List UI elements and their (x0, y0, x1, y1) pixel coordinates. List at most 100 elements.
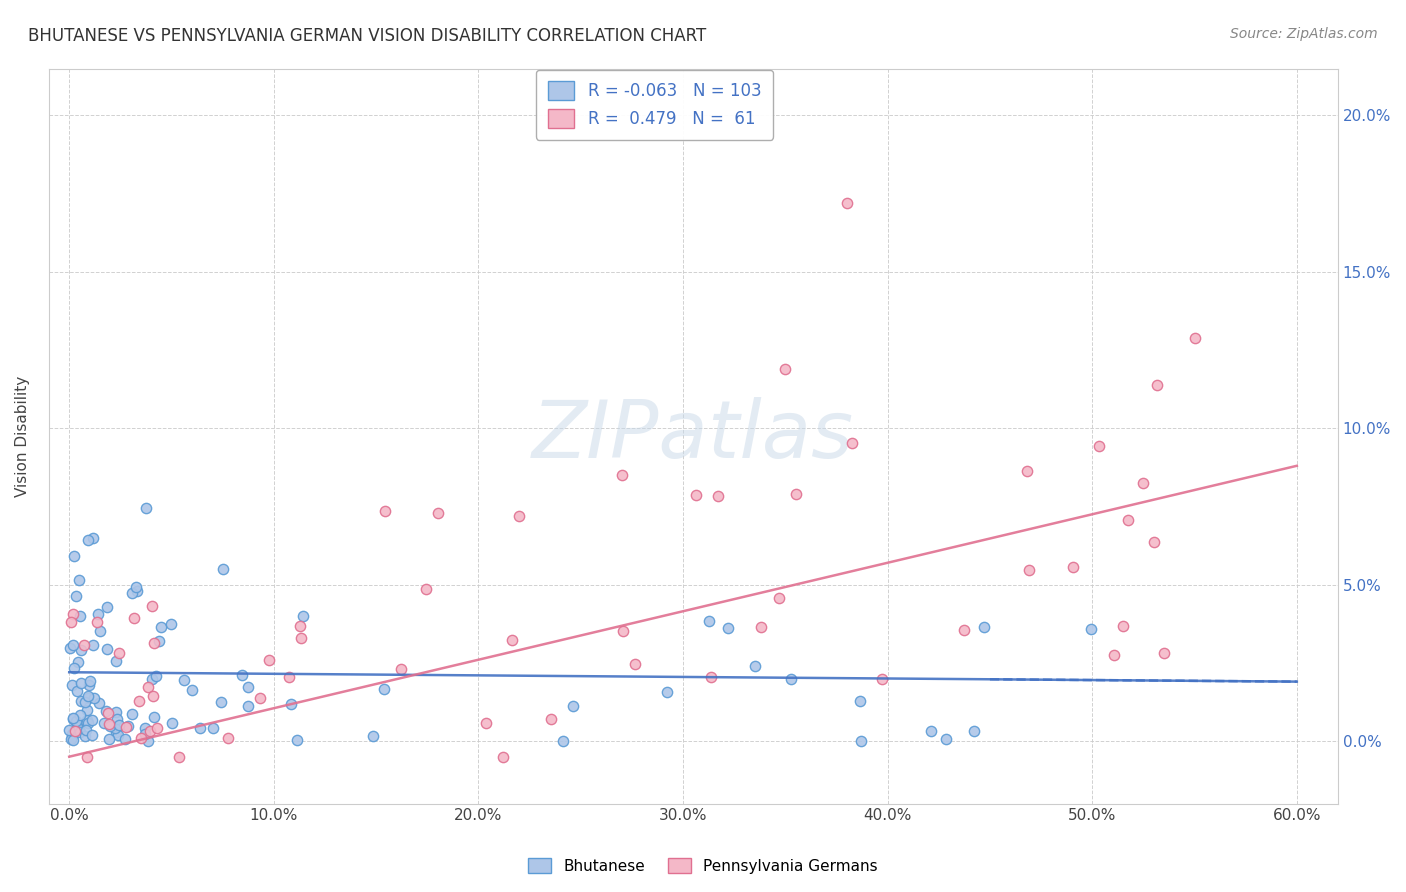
Point (1146, 377, 1168, 392)
Point (1184, 330, 1206, 344)
Point (540, 712, 562, 726)
Point (707, 490, 730, 504)
Point (82, 531, 104, 545)
Point (70, 642, 93, 657)
Point (125, 583, 148, 598)
Point (1112, 619, 1135, 633)
Point (76, 690, 98, 705)
Point (374, 503, 396, 517)
Point (59, 641, 82, 656)
Point (749, 620, 772, 634)
Point (76, 713, 98, 727)
Text: ZIPatlas: ZIPatlas (533, 397, 855, 475)
Point (145, 669, 167, 683)
Point (835, 196, 858, 211)
Point (1132, 476, 1154, 491)
Point (697, 614, 720, 628)
Point (1080, 622, 1102, 636)
Point (841, 435, 863, 450)
Point (60, 678, 83, 692)
Point (142, 636, 165, 650)
Point (280, 697, 302, 711)
Point (231, 668, 253, 682)
Point (141, 599, 163, 613)
Point (59, 731, 82, 746)
Point (491, 749, 513, 764)
Point (209, 695, 232, 709)
Point (108, 718, 131, 732)
Point (98, 717, 121, 731)
Point (69, 608, 91, 623)
Point (82, 639, 104, 653)
Point (870, 672, 893, 686)
Point (122, 610, 145, 624)
Point (142, 689, 165, 703)
Point (775, 361, 797, 376)
Point (285, 732, 308, 747)
Point (75, 723, 97, 737)
Legend: Bhutanese, Pennsylvania Germans: Bhutanese, Pennsylvania Germans (522, 852, 884, 880)
Point (94, 704, 117, 718)
Point (501, 632, 523, 647)
Point (685, 488, 707, 502)
Point (973, 620, 995, 634)
Legend: R = -0.063   N = 103, R =  0.479   N =  61: R = -0.063 N = 103, R = 0.479 N = 61 (536, 70, 773, 140)
Point (373, 682, 395, 697)
Point (474, 715, 496, 730)
Point (89, 624, 111, 638)
Point (134, 727, 156, 741)
Point (952, 624, 974, 638)
Point (508, 508, 530, 523)
Point (105, 712, 128, 726)
Text: BHUTANESE VS PENNSYLVANIA GERMAN VISION DISABILITY CORRELATION CHART: BHUTANESE VS PENNSYLVANIA GERMAN VISION … (28, 27, 706, 45)
Point (121, 707, 143, 722)
Point (1116, 513, 1139, 527)
Point (717, 621, 740, 635)
Point (181, 683, 204, 698)
Point (105, 724, 128, 739)
Point (1062, 560, 1084, 574)
Point (75, 729, 97, 743)
Point (785, 486, 807, 500)
Text: Source: ZipAtlas.com: Source: ZipAtlas.com (1230, 27, 1378, 41)
Point (96, 641, 118, 656)
Point (1015, 465, 1038, 479)
Point (249, 690, 271, 705)
Point (141, 672, 163, 686)
Point (257, 653, 280, 667)
Point (76, 533, 98, 548)
Point (1153, 646, 1175, 660)
Point (62, 712, 84, 726)
Point (149, 620, 172, 634)
Point (62, 639, 84, 653)
Point (69, 723, 91, 737)
Point (612, 624, 634, 638)
Point (562, 699, 585, 714)
Point (173, 673, 195, 687)
Point (63, 549, 86, 564)
Point (86, 615, 108, 629)
Point (60, 730, 83, 744)
Point (1142, 534, 1164, 549)
Point (73, 695, 96, 709)
Point (415, 582, 437, 596)
Y-axis label: Vision Disability: Vision Disability (15, 376, 30, 497)
Point (97, 706, 120, 721)
Point (935, 731, 957, 746)
Point (1018, 563, 1040, 577)
Point (128, 694, 150, 708)
Point (238, 681, 260, 695)
Point (98, 732, 121, 747)
Point (117, 718, 139, 732)
Point (62, 607, 84, 621)
Point (167, 749, 190, 764)
Point (136, 680, 159, 694)
Point (73, 638, 96, 652)
Point (93, 715, 115, 730)
Point (744, 659, 766, 673)
Point (849, 693, 872, 707)
Point (779, 672, 801, 686)
Point (58, 723, 80, 738)
Point (87, 607, 110, 621)
Point (624, 657, 647, 672)
